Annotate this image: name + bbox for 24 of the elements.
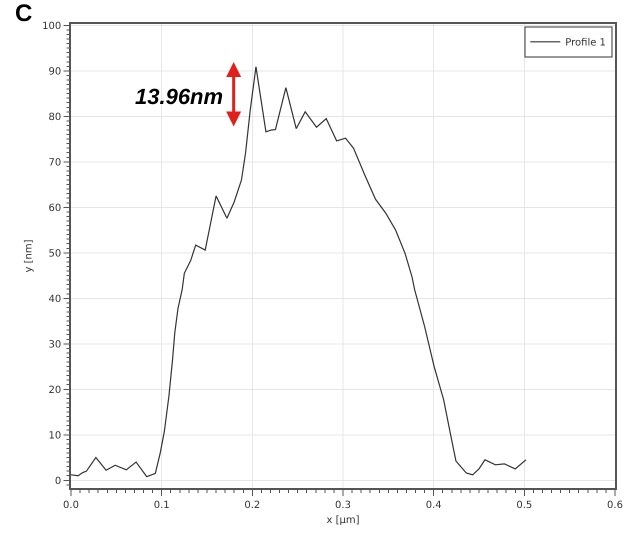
y-tick-label: 40 xyxy=(48,294,62,305)
y-tick-label: 60 xyxy=(48,202,62,214)
y-tick-label: 50 xyxy=(48,248,62,260)
line-series xyxy=(71,66,527,478)
text: C xyxy=(15,0,32,27)
y-tick-label: 0 xyxy=(54,476,62,487)
x-tick-label: 0.0 xyxy=(63,500,79,511)
y-tick-label: 30 xyxy=(48,339,62,350)
x-tick-label: 0.3 xyxy=(335,500,351,511)
x-tick-label: 0.6 xyxy=(607,500,623,511)
x-tick-label: 0.4 xyxy=(426,500,442,511)
y-tick-label: 20 xyxy=(48,384,62,396)
annotation: 13.96nm xyxy=(135,84,224,109)
x-tick-label: 0.1 xyxy=(154,500,170,511)
y-axis-title: y [nm] xyxy=(24,239,35,272)
legend-label: Profile 1 xyxy=(565,38,606,49)
y-tick-label: 70 xyxy=(48,157,62,168)
x-axis-title: x [µm] xyxy=(326,514,360,526)
x-tick-label: 0.2 xyxy=(244,500,260,511)
y-tick-label: 10 xyxy=(48,430,62,442)
y-tick-label: 100 xyxy=(42,20,62,32)
x-tick-label: 0.5 xyxy=(516,500,532,511)
y-tick-label: 80 xyxy=(48,112,62,123)
y-tick-label: 90 xyxy=(48,66,62,78)
